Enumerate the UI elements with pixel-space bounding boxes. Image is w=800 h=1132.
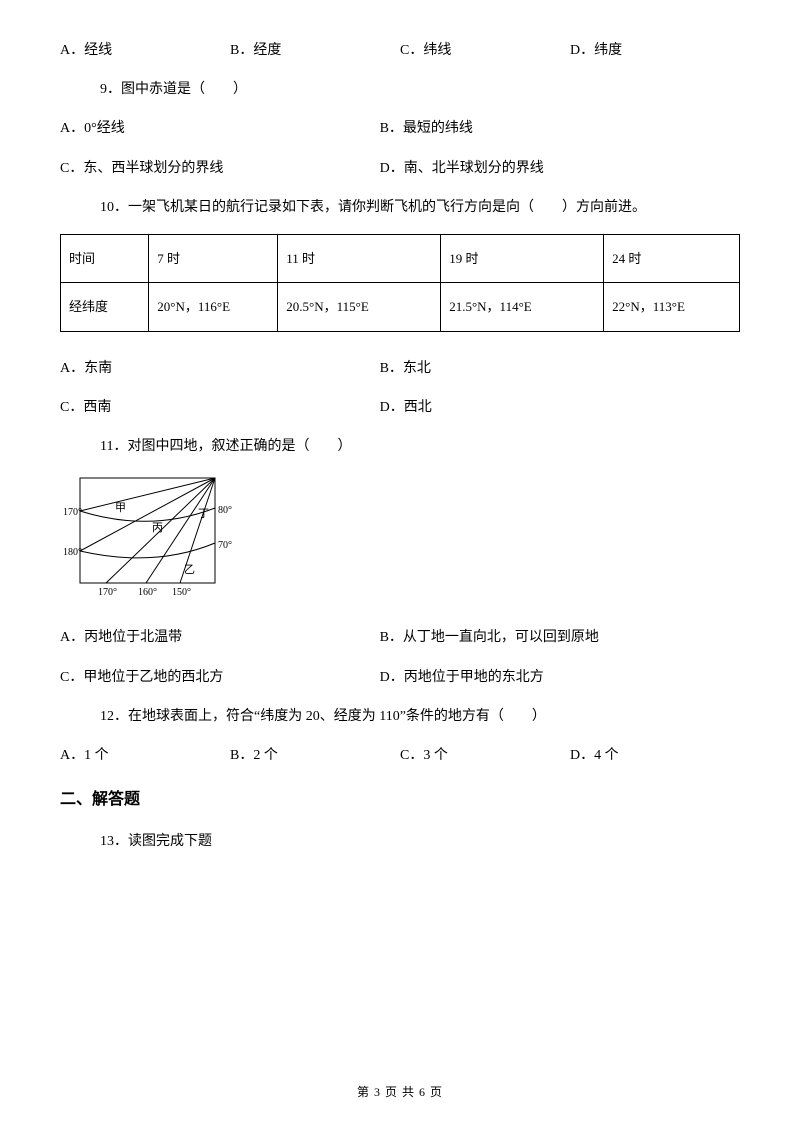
q10-cell-3: 22°N，113°E — [604, 283, 740, 331]
label-bing: 丙 — [152, 522, 163, 534]
label-170-bottom: 170° — [98, 587, 117, 598]
q9-options-row1: A．0°经线 B．最短的纬线 — [60, 116, 740, 141]
q10-th-0: 时间 — [61, 234, 149, 282]
q12-option-b: B．2 个 — [230, 743, 400, 768]
q10-th-2: 11 时 — [278, 234, 441, 282]
label-180-left: 180° — [63, 547, 82, 558]
q11-option-d: D．丙地位于甲地的东北方 — [380, 665, 740, 690]
label-yi: 乙 — [184, 563, 195, 576]
label-160-bottom: 160° — [138, 587, 157, 598]
q8-option-b: B．经度 — [230, 38, 400, 63]
q12-option-c: C．3 个 — [400, 743, 570, 768]
q10-option-b: B．东北 — [380, 356, 740, 381]
q12-stem: 12．在地球表面上，符合“纬度为 20、经度为 110”条件的地方有（ ） — [100, 704, 740, 729]
q9-option-b: B．最短的纬线 — [380, 116, 740, 141]
q10-row-label: 经纬度 — [61, 283, 149, 331]
q10-th-3: 19 时 — [441, 234, 604, 282]
page-footer: 第 3 页 共 6 页 — [0, 1082, 800, 1104]
q12-option-a: A．1 个 — [60, 743, 230, 768]
q12-option-d: D．4 个 — [570, 743, 740, 768]
q11-options-row1: A．丙地位于北温带 B．从丁地一直向北，可以回到原地 — [60, 625, 740, 650]
q9-option-a: A．0°经线 — [60, 116, 380, 141]
q10-cell-1: 20.5°N，115°E — [278, 283, 441, 331]
label-70-right: 70° — [218, 540, 232, 551]
q11-option-a: A．丙地位于北温带 — [60, 625, 380, 650]
q10-option-d: D．西北 — [380, 395, 740, 420]
q11-stem: 11．对图中四地，叙述正确的是（ ） — [100, 434, 740, 459]
polar-grid-icon: 170° 180° 170° 160° 150° 80° 70° 甲 丙 丁 乙 — [60, 473, 235, 598]
q10-table: 时间 7 时 11 时 19 时 24 时 经纬度 20°N，116°E 20.… — [60, 234, 740, 332]
q11-option-b: B．从丁地一直向北，可以回到原地 — [380, 625, 740, 650]
q8-option-a: A．经线 — [60, 38, 230, 63]
q10-cell-0: 20°N，116°E — [149, 283, 278, 331]
q9-option-c: C．东、西半球划分的界线 — [60, 156, 380, 181]
q9-stem: 9．图中赤道是（ ） — [100, 77, 740, 102]
table-row: 时间 7 时 11 时 19 时 24 时 — [61, 234, 740, 282]
q8-option-c: C．纬线 — [400, 38, 570, 63]
q8-options: A．经线 B．经度 C．纬线 D．纬度 — [60, 38, 740, 63]
q12-options: A．1 个 B．2 个 C．3 个 D．4 个 — [60, 743, 740, 768]
q9-options-row2: C．东、西半球划分的界线 D．南、北半球划分的界线 — [60, 156, 740, 181]
label-80-right: 80° — [218, 505, 232, 516]
q9-option-d: D．南、北半球划分的界线 — [380, 156, 740, 181]
q11-option-c: C．甲地位于乙地的西北方 — [60, 665, 380, 690]
q10-stem: 10．一架飞机某日的航行记录如下表，请你判断飞机的飞行方向是向（ ）方向前进。 — [100, 195, 740, 220]
q10-option-c: C．西南 — [60, 395, 380, 420]
section-2-title: 二、解答题 — [60, 786, 740, 815]
q13-stem: 13．读图完成下题 — [100, 829, 740, 854]
page: A．经线 B．经度 C．纬线 D．纬度 9．图中赤道是（ ） A．0°经线 B．… — [0, 0, 800, 1132]
q11-options-row2: C．甲地位于乙地的西北方 D．丙地位于甲地的东北方 — [60, 665, 740, 690]
q10-th-1: 7 时 — [149, 234, 278, 282]
table-row: 经纬度 20°N，116°E 20.5°N，115°E 21.5°N，114°E… — [61, 283, 740, 331]
q10-options-row2: C．西南 D．西北 — [60, 395, 740, 420]
label-150-bottom: 150° — [172, 587, 191, 598]
label-ding: 丁 — [198, 508, 209, 520]
q10-th-4: 24 时 — [604, 234, 740, 282]
label-jia: 甲 — [115, 502, 126, 514]
q10-option-a: A．东南 — [60, 356, 380, 381]
q10-options-row1: A．东南 B．东北 — [60, 356, 740, 381]
q10-cell-2: 21.5°N，114°E — [441, 283, 604, 331]
q8-option-d: D．纬度 — [570, 38, 740, 63]
q11-diagram: 170° 180° 170° 160° 150° 80° 70° 甲 丙 丁 乙 — [60, 473, 740, 607]
label-170-left: 170° — [63, 507, 82, 518]
